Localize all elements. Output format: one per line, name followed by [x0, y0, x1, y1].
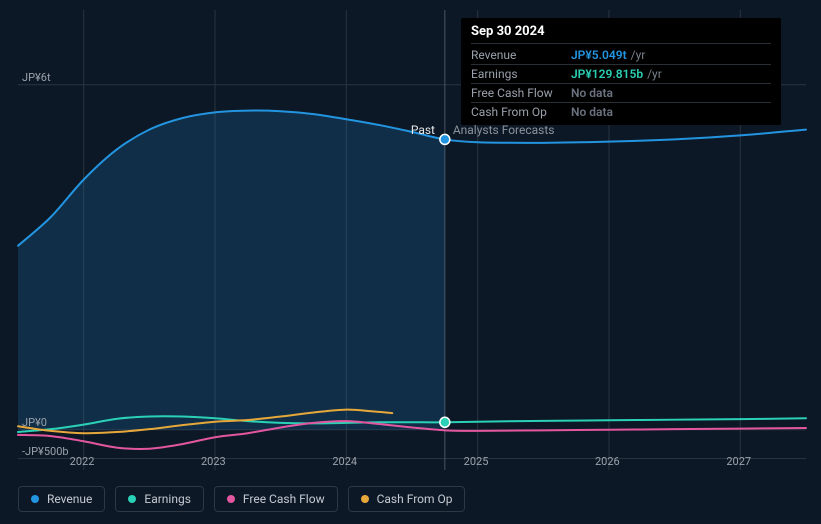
chart-tooltip: Sep 30 2024 RevenueJP¥5.049t/yrEarningsJ… — [461, 18, 781, 125]
legend-label: Free Cash Flow — [243, 492, 325, 506]
x-axis-tick: 2022 — [70, 455, 95, 468]
tooltip-rows: RevenueJP¥5.049t/yrEarningsJP¥129.815b/y… — [471, 46, 771, 121]
legend: Revenue Earnings Free Cash Flow Cash From O… — [18, 486, 465, 512]
tooltip-row-label: Earnings — [471, 67, 571, 81]
legend-label: Revenue — [47, 492, 92, 506]
tooltip-row-label: Free Cash Flow — [471, 86, 571, 100]
tooltip-row-label: Revenue — [471, 48, 571, 62]
tooltip-row-label: Cash From Op — [471, 105, 571, 119]
legend-label: Cash From Op — [377, 492, 453, 506]
y-axis-tick: JP¥0 — [22, 416, 47, 429]
forecast-label: Analysts Forecasts — [453, 123, 555, 137]
tooltip-row-unit: /yr — [631, 48, 646, 62]
y-axis-tick: JP¥6t — [22, 71, 51, 84]
x-axis-tick: 2026 — [595, 455, 620, 468]
tooltip-row: Cash From OpNo data — [471, 103, 771, 121]
tooltip-row-value: No data — [571, 86, 613, 100]
legend-item-earnings[interactable]: Earnings — [115, 486, 204, 512]
x-axis-tick: 2023 — [201, 455, 226, 468]
x-axis-tick: 2027 — [726, 455, 751, 468]
x-axis-tick: 2024 — [332, 455, 357, 468]
legend-swatch — [227, 495, 235, 503]
past-label: Past — [411, 123, 435, 137]
tooltip-row: EarningsJP¥129.815b/yr — [471, 65, 771, 84]
y-axis-tick: -JP¥500b — [22, 445, 69, 458]
tooltip-row: Free Cash FlowNo data — [471, 84, 771, 103]
x-axis-tick: 2025 — [464, 455, 489, 468]
legend-item-revenue[interactable]: Revenue — [18, 486, 105, 512]
tooltip-row-value: No data — [571, 105, 613, 119]
tooltip-date: Sep 30 2024 — [471, 24, 771, 44]
legend-label: Earnings — [144, 492, 191, 506]
tooltip-row-value: JP¥129.815b — [571, 67, 643, 81]
legend-swatch — [128, 495, 136, 503]
tooltip-row: RevenueJP¥5.049t/yr — [471, 46, 771, 65]
tooltip-row-unit: /yr — [647, 67, 662, 81]
tooltip-row-value: JP¥5.049t — [571, 48, 627, 62]
chart-container: Sep 30 2024 RevenueJP¥5.049t/yrEarningsJ… — [0, 0, 821, 524]
legend-swatch — [31, 495, 39, 503]
legend-item-cfo[interactable]: Cash From Op — [348, 486, 466, 512]
legend-item-fcf[interactable]: Free Cash Flow — [214, 486, 338, 512]
legend-swatch — [361, 495, 369, 503]
